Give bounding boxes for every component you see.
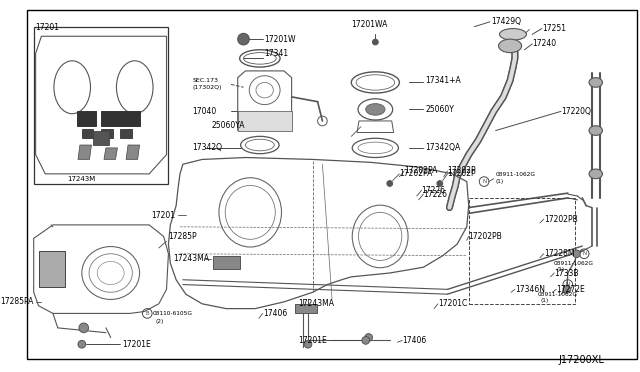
Text: 08911-1062G: 08911-1062G — [538, 292, 578, 297]
Bar — [101, 111, 120, 126]
Bar — [120, 129, 132, 138]
Text: 17202PB: 17202PB — [468, 232, 502, 241]
Circle shape — [437, 181, 443, 186]
Bar — [34, 27, 168, 183]
Text: B: B — [145, 311, 149, 316]
Text: 17201E: 17201E — [122, 340, 151, 349]
Text: 17285P: 17285P — [168, 232, 197, 241]
Polygon shape — [237, 111, 292, 131]
Text: 17272E: 17272E — [556, 285, 585, 294]
Text: 17202P: 17202P — [447, 167, 476, 176]
Text: J17200XL: J17200XL — [558, 355, 604, 365]
Text: 25060Y: 25060Y — [426, 105, 454, 114]
Bar — [120, 111, 140, 126]
Text: 17220Q: 17220Q — [561, 107, 591, 116]
Text: 17406: 17406 — [263, 309, 287, 318]
Text: 17285PA: 17285PA — [1, 297, 34, 307]
Circle shape — [237, 33, 249, 45]
Text: 17201C: 17201C — [438, 299, 467, 308]
Text: (17302Q): (17302Q) — [193, 85, 222, 90]
Text: 17240: 17240 — [532, 39, 556, 48]
Text: 17201E: 17201E — [298, 336, 327, 345]
Text: 1733B: 1733B — [554, 269, 579, 278]
Text: 17228M: 17228M — [544, 249, 574, 258]
Text: 17341: 17341 — [265, 49, 289, 58]
Polygon shape — [93, 131, 109, 145]
Text: 17243M: 17243M — [67, 176, 95, 182]
Bar — [101, 129, 113, 138]
Text: (1): (1) — [556, 267, 564, 272]
Circle shape — [362, 337, 369, 344]
Text: 08110-6105G: 08110-6105G — [153, 311, 193, 316]
Bar — [82, 129, 93, 138]
Bar — [77, 111, 96, 126]
Text: 17201WA: 17201WA — [351, 20, 388, 29]
Text: 25060YA: 25060YA — [212, 121, 245, 130]
Circle shape — [387, 181, 393, 186]
Text: 17202PA: 17202PA — [404, 167, 438, 176]
Text: 17201: 17201 — [151, 211, 175, 220]
Circle shape — [304, 340, 312, 348]
Text: 17202PB: 17202PB — [544, 215, 577, 224]
Circle shape — [79, 323, 88, 333]
Text: 17342QA: 17342QA — [426, 143, 461, 153]
Text: 17040: 17040 — [193, 107, 217, 116]
Text: 08911-1062G: 08911-1062G — [554, 261, 593, 266]
Text: 17251: 17251 — [542, 24, 566, 33]
Circle shape — [365, 334, 372, 341]
Text: 08911-1062G: 08911-1062G — [495, 172, 536, 177]
Polygon shape — [104, 148, 117, 160]
Circle shape — [573, 250, 580, 257]
Text: 17202P: 17202P — [447, 169, 476, 179]
Text: 17226: 17226 — [422, 186, 445, 195]
Circle shape — [372, 39, 378, 45]
Text: N: N — [566, 282, 570, 287]
Text: (1): (1) — [495, 179, 504, 184]
Text: N: N — [582, 251, 586, 256]
Text: 17243MA: 17243MA — [298, 299, 334, 308]
Text: 17202PA: 17202PA — [399, 169, 433, 179]
Text: (2): (2) — [156, 319, 164, 324]
Text: (1): (1) — [541, 298, 549, 304]
Text: 17243MA: 17243MA — [173, 254, 209, 263]
Text: 17406: 17406 — [403, 336, 426, 345]
Text: 17342Q: 17342Q — [193, 143, 223, 153]
Text: 17429Q: 17429Q — [491, 17, 521, 26]
Ellipse shape — [499, 39, 522, 52]
Polygon shape — [126, 145, 140, 160]
Ellipse shape — [499, 29, 527, 40]
Text: 17201W: 17201W — [265, 35, 296, 44]
Text: 17346N: 17346N — [515, 285, 545, 294]
Bar — [296, 304, 317, 314]
Circle shape — [563, 286, 571, 293]
Bar — [212, 256, 239, 269]
Ellipse shape — [365, 104, 385, 115]
Text: 17341+A: 17341+A — [426, 76, 461, 85]
Text: N: N — [482, 179, 486, 184]
Ellipse shape — [589, 169, 602, 179]
Text: 17201: 17201 — [36, 23, 60, 32]
Bar — [468, 198, 575, 304]
Circle shape — [78, 340, 86, 348]
Bar — [38, 251, 65, 288]
Ellipse shape — [589, 78, 602, 87]
Text: 17226: 17226 — [424, 190, 447, 199]
Polygon shape — [78, 145, 92, 160]
Text: SEC.173: SEC.173 — [193, 78, 218, 83]
Ellipse shape — [589, 126, 602, 135]
